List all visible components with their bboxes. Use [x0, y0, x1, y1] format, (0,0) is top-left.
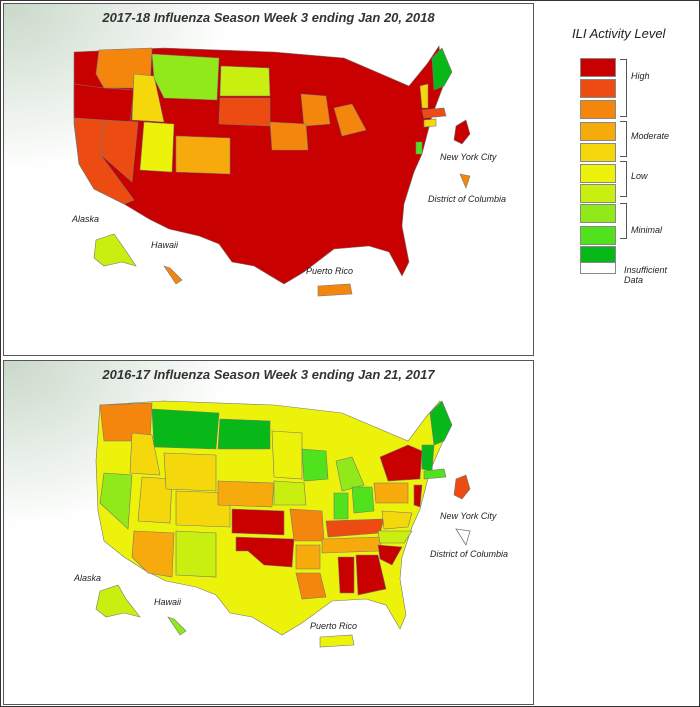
- state-south-dakota: [218, 97, 271, 127]
- state-michigan: [335, 456, 365, 492]
- state-connecticut: [423, 118, 437, 128]
- state-hawaii: [167, 616, 187, 636]
- bracket-low: [620, 161, 627, 197]
- state-indiana: [333, 492, 349, 520]
- state-idaho: [131, 73, 165, 123]
- legend-title: ILI Activity Level: [572, 26, 666, 41]
- state-alaska: [95, 584, 141, 618]
- district-of-columbia: [459, 173, 471, 189]
- legend-group-insufficient: Insufficient Data: [624, 265, 668, 285]
- bracket-high: [620, 59, 627, 117]
- puerto-rico: [317, 283, 353, 297]
- label-dc: District of Columbia: [430, 549, 509, 559]
- map-title: 2016-17 Influenza Season Week 3 ending J…: [102, 367, 435, 382]
- puerto-rico: [319, 634, 355, 648]
- state-idaho: [129, 432, 161, 476]
- legend-swatch-level-2: [580, 226, 616, 245]
- label-hawaii: Hawaii: [154, 597, 182, 607]
- district-of-columbia: [455, 528, 471, 546]
- legend-group-low: Low: [631, 171, 648, 181]
- label-new-york-city: New York City: [440, 511, 497, 521]
- bracket-minimal: [620, 203, 627, 239]
- state-montana: [151, 408, 220, 450]
- new-york-city: [453, 119, 471, 145]
- label-puerto-rico: Puerto Rico: [306, 266, 354, 276]
- legend-swatch-level-8: [580, 100, 616, 119]
- state-new-jersey: [413, 484, 423, 508]
- state-new-mexico: [175, 530, 217, 578]
- state-colorado: [175, 490, 231, 528]
- state-massachusetts: [421, 107, 447, 119]
- state-wisconsin: [301, 448, 329, 482]
- state-alabama: [337, 556, 355, 594]
- legend-swatch-level-9: [580, 79, 616, 98]
- legend-group-moderate: Moderate: [631, 131, 670, 141]
- state-south-carolina: [377, 544, 403, 566]
- legend-swatch-level-6: [580, 143, 616, 162]
- label-new-york-city: New York City: [440, 152, 497, 162]
- state-colorado: [175, 135, 231, 175]
- state-alaska: [93, 233, 137, 267]
- state-north-carolina: [377, 530, 413, 544]
- legend-swatch-level-3: [580, 204, 616, 223]
- state-iowa: [273, 480, 307, 506]
- state-missouri: [289, 508, 325, 542]
- state-north-dakota: [217, 418, 271, 450]
- state-utah: [139, 121, 175, 173]
- state-pennsylvania: [373, 482, 409, 504]
- state-michigan: [333, 103, 367, 137]
- label-hawaii: Hawaii: [151, 240, 179, 250]
- state-utah: [137, 476, 173, 524]
- state-vermont: [419, 83, 429, 109]
- state-new-york: [379, 444, 423, 482]
- state-oregon: [73, 83, 135, 123]
- state-maine: [431, 47, 453, 91]
- new-york-city: [453, 474, 471, 500]
- map-panel-2017-18: 2017-18 Influenza Season Week 3 ending J…: [3, 3, 534, 356]
- legend-group-minimal: Minimal: [631, 225, 663, 235]
- state-nevada: [99, 472, 133, 530]
- state-nevada: [99, 119, 139, 183]
- map-title: 2017-18 Influenza Season Week 3 ending J…: [102, 10, 435, 25]
- state-georgia: [355, 554, 387, 596]
- bracket-moderate: [620, 121, 627, 157]
- map-panel-2016-17: 2016-17 Influenza Season Week 3 ending J…: [3, 360, 534, 705]
- state-montana: [151, 53, 220, 101]
- label-alaska: Alaska: [72, 214, 100, 224]
- label-puerto-rico: Puerto Rico: [310, 621, 358, 631]
- state-kansas: [231, 508, 285, 536]
- state-tennessee: [321, 536, 383, 554]
- state-nebraska: [217, 480, 275, 508]
- state-north-dakota: [219, 65, 271, 97]
- legend-swatch-level-5: [580, 164, 616, 183]
- state-wyoming: [163, 452, 217, 492]
- state-maine: [429, 400, 453, 446]
- state-wisconsin: [300, 93, 331, 127]
- legend-swatch-level-0: [580, 262, 616, 274]
- state-new-hampshire: [421, 444, 435, 472]
- us-map-2016-17: [95, 400, 471, 648]
- legend-group-high: High: [631, 71, 650, 81]
- legend-swatch-level-10: [580, 58, 616, 77]
- state-louisiana: [295, 572, 327, 600]
- state-ohio: [351, 486, 375, 514]
- label-dc: District of Columbia: [428, 194, 507, 204]
- label-alaska: Alaska: [74, 573, 102, 583]
- state-massachusetts: [423, 468, 447, 480]
- legend-swatch-level-4: [580, 184, 616, 203]
- us-map-2017-18: [73, 45, 471, 297]
- state-minnesota: [271, 430, 303, 480]
- state-virginia: [381, 510, 413, 530]
- state-arizona: [131, 530, 175, 578]
- legend-swatch-level-7: [580, 122, 616, 141]
- state-arkansas: [295, 544, 321, 570]
- state-delaware: [415, 141, 423, 155]
- state-iowa: [269, 121, 309, 151]
- state-hawaii: [163, 265, 183, 285]
